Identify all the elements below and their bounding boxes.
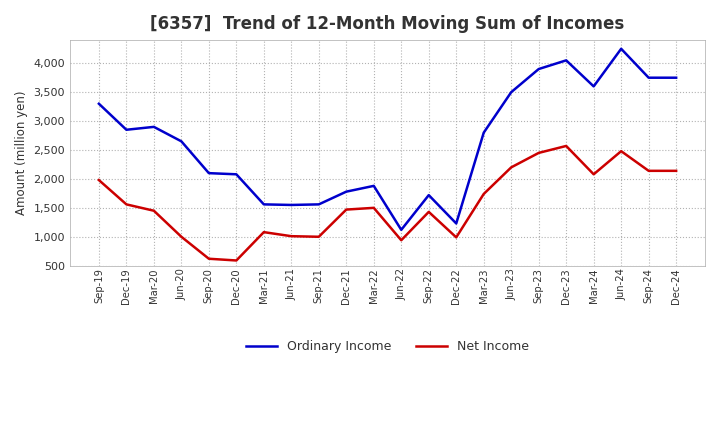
Ordinary Income [617, 46, 626, 51]
Net Income [259, 230, 268, 235]
Net Income [507, 165, 516, 170]
Y-axis label: Amount (million yen): Amount (million yen) [15, 91, 28, 215]
Ordinary Income [259, 202, 268, 207]
Net Income [94, 177, 103, 183]
Net Income [232, 258, 240, 263]
Net Income [590, 172, 598, 177]
Ordinary Income [177, 139, 186, 144]
Ordinary Income [672, 75, 680, 81]
Line: Net Income: Net Income [99, 146, 676, 260]
Net Income [122, 202, 131, 207]
Ordinary Income [562, 58, 570, 63]
Net Income [644, 168, 653, 173]
Ordinary Income [232, 172, 240, 177]
Net Income [452, 235, 461, 240]
Ordinary Income [122, 127, 131, 132]
Ordinary Income [452, 221, 461, 226]
Ordinary Income [287, 202, 296, 208]
Net Income [315, 234, 323, 239]
Ordinary Income [644, 75, 653, 81]
Net Income [204, 256, 213, 261]
Ordinary Income [424, 192, 433, 198]
Net Income [150, 208, 158, 213]
Net Income [562, 143, 570, 149]
Ordinary Income [480, 130, 488, 135]
Ordinary Income [590, 84, 598, 89]
Ordinary Income [204, 171, 213, 176]
Net Income [369, 205, 378, 210]
Net Income [480, 191, 488, 197]
Ordinary Income [534, 66, 543, 72]
Net Income [397, 238, 405, 243]
Net Income [424, 209, 433, 215]
Line: Ordinary Income: Ordinary Income [99, 49, 676, 230]
Ordinary Income [397, 227, 405, 232]
Net Income [672, 168, 680, 173]
Ordinary Income [315, 202, 323, 207]
Ordinary Income [94, 101, 103, 106]
Legend: Ordinary Income, Net Income: Ordinary Income, Net Income [240, 335, 534, 358]
Ordinary Income [507, 89, 516, 95]
Net Income [287, 234, 296, 239]
Ordinary Income [369, 183, 378, 188]
Net Income [617, 149, 626, 154]
Net Income [534, 150, 543, 155]
Net Income [342, 207, 351, 212]
Ordinary Income [342, 189, 351, 194]
Net Income [177, 234, 186, 239]
Ordinary Income [150, 124, 158, 129]
Title: [6357]  Trend of 12-Month Moving Sum of Incomes: [6357] Trend of 12-Month Moving Sum of I… [150, 15, 625, 33]
